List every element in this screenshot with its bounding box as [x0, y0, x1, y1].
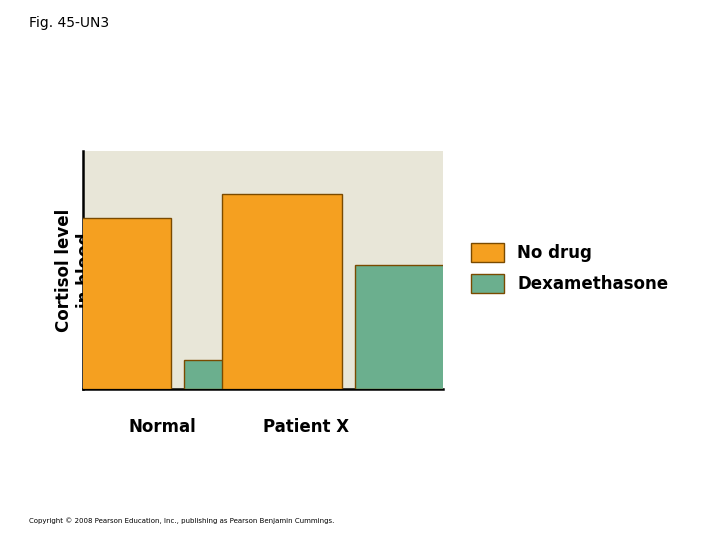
Bar	[184, 360, 304, 389]
Text: Copyright © 2008 Pearson Education, Inc., publishing as Pearson Benjamin Cumming: Copyright © 2008 Pearson Education, Inc.…	[29, 517, 334, 524]
Y-axis label: Cortisol level
in blood: Cortisol level in blood	[55, 208, 94, 332]
Bar	[355, 265, 475, 389]
Text: Fig. 45-UN3: Fig. 45-UN3	[29, 16, 109, 30]
Bar	[50, 218, 171, 389]
Legend: No drug, Dexamethasone: No drug, Dexamethasone	[466, 238, 673, 298]
Text: Normal: Normal	[128, 418, 196, 436]
Text: Patient X: Patient X	[263, 418, 349, 436]
Bar	[222, 194, 342, 389]
